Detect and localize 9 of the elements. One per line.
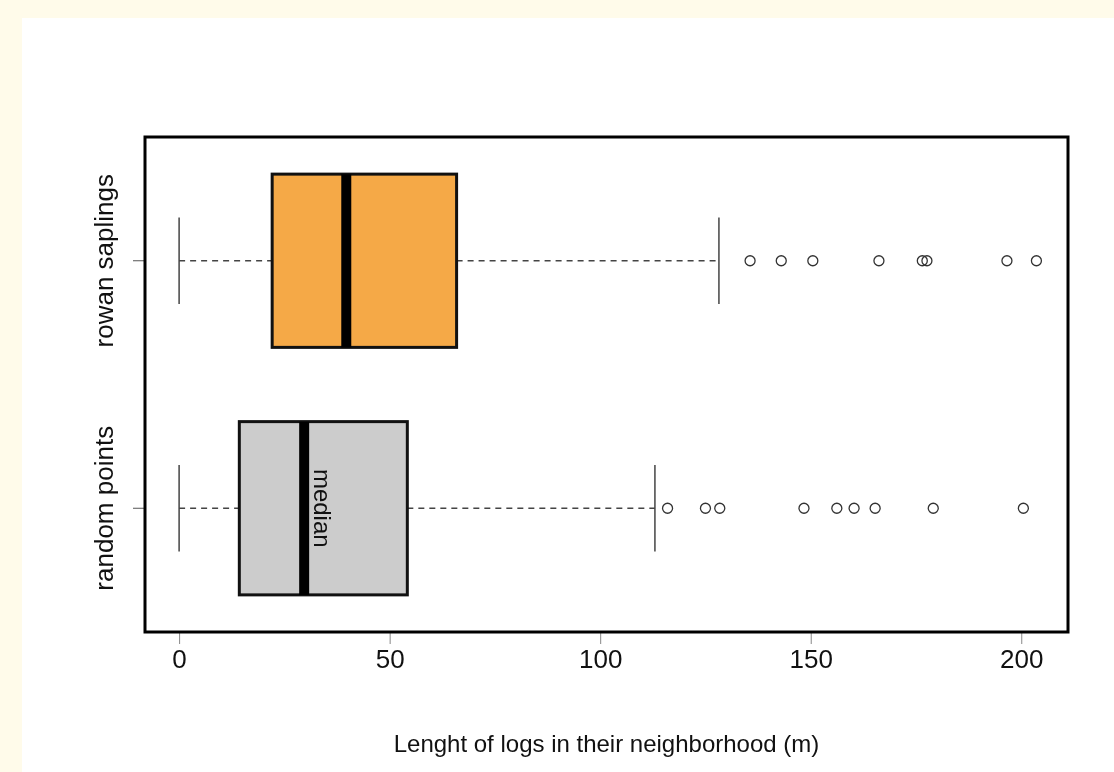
x-axis-title: Lenght of logs in their neighborhood (m)	[393, 730, 820, 757]
y-tick-label: random points	[89, 425, 119, 591]
y-tick-label: rowan saplings	[89, 174, 119, 348]
x-tick-label: 150	[789, 644, 833, 675]
x-tick-label: 0	[172, 644, 187, 675]
annotation: median	[309, 468, 337, 548]
x-tick-label: 50	[375, 644, 405, 675]
x-tick-label: 200	[1000, 644, 1044, 675]
x-tick-label: 100	[578, 644, 623, 675]
